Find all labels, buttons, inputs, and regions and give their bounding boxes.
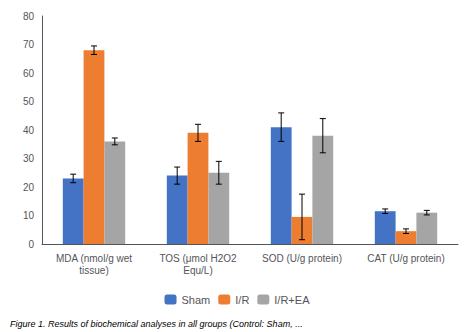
- svg-text:40: 40: [23, 125, 35, 136]
- svg-text:10: 10: [23, 210, 35, 221]
- svg-text:Equ/L): Equ/L): [183, 265, 212, 276]
- svg-text:20: 20: [23, 182, 35, 193]
- svg-text:TOS (μmol H2O2: TOS (μmol H2O2: [159, 253, 237, 264]
- svg-text:SOD (U/g protein): SOD (U/g protein): [262, 253, 342, 264]
- svg-text:30: 30: [23, 153, 35, 164]
- svg-text:0: 0: [28, 239, 34, 250]
- svg-text:CAT (U/g protein): CAT (U/g protein): [367, 253, 444, 264]
- svg-text:50: 50: [23, 96, 35, 107]
- svg-text:I/R+EA: I/R+EA: [274, 294, 310, 306]
- svg-text:tissue): tissue): [79, 265, 108, 276]
- svg-text:I/R: I/R: [235, 294, 249, 306]
- svg-text:80: 80: [23, 11, 35, 22]
- svg-text:Sham: Sham: [182, 294, 211, 306]
- svg-text:60: 60: [23, 68, 35, 79]
- svg-text:70: 70: [23, 39, 35, 50]
- svg-text:Figure 1. Results of biochemic: Figure 1. Results of biochemical analyse…: [10, 319, 303, 329]
- svg-text:MDA (nmol/g wet: MDA (nmol/g wet: [56, 253, 132, 264]
